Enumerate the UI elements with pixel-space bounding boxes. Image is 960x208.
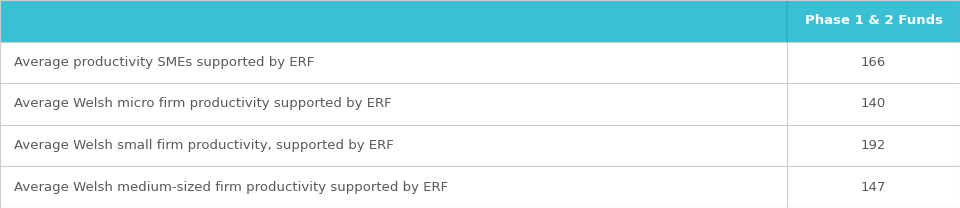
Text: 166: 166: [861, 56, 886, 69]
Bar: [0, 42, 960, 83]
Text: 192: 192: [861, 139, 886, 152]
Text: Average productivity SMEs supported by ERF: Average productivity SMEs supported by E…: [14, 56, 315, 69]
Text: 140: 140: [861, 98, 886, 110]
Text: Average Welsh medium-sized firm productivity supported by ERF: Average Welsh medium-sized firm producti…: [14, 181, 448, 194]
Bar: [0, 83, 960, 125]
Bar: [0, 166, 960, 208]
Text: Phase 1 & 2 Funds: Phase 1 & 2 Funds: [804, 14, 943, 27]
Bar: [0, 125, 960, 166]
Text: Average Welsh micro firm productivity supported by ERF: Average Welsh micro firm productivity su…: [14, 98, 392, 110]
Bar: [0, 0, 960, 42]
Text: 147: 147: [861, 181, 886, 194]
Text: Average Welsh small firm productivity, supported by ERF: Average Welsh small firm productivity, s…: [14, 139, 395, 152]
